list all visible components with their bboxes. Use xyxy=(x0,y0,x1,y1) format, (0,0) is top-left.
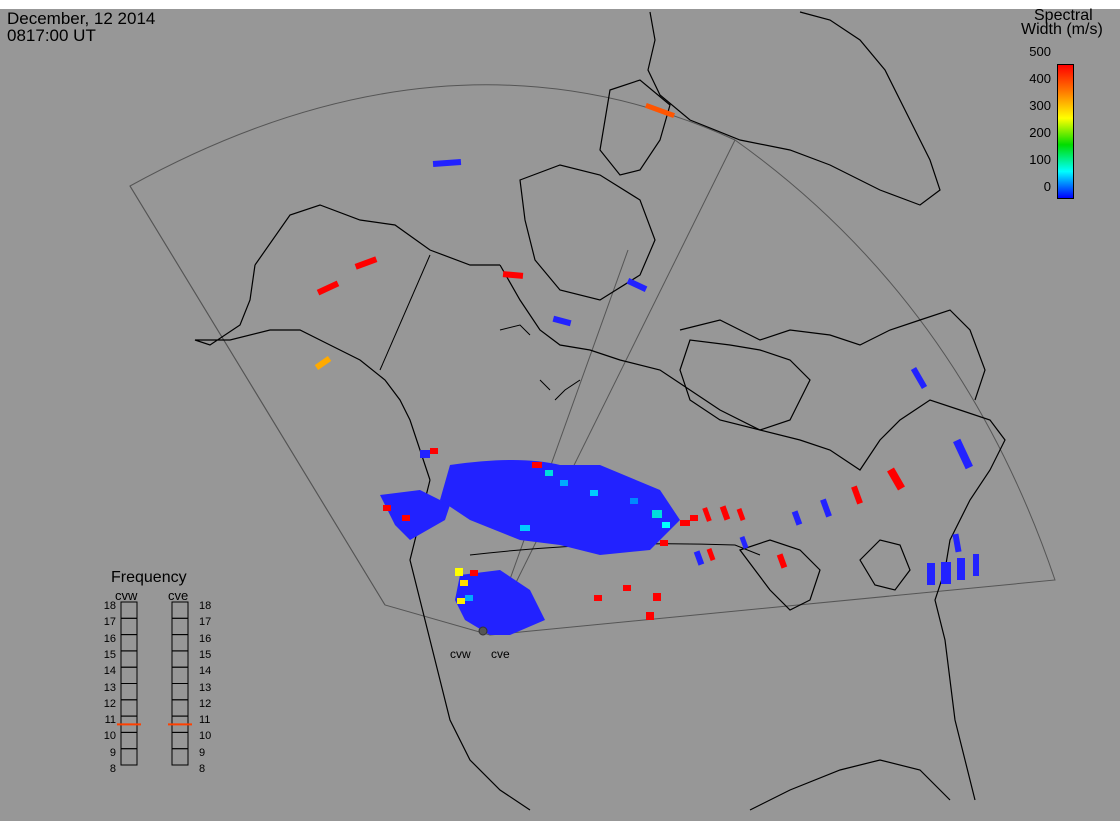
echo-cell xyxy=(736,508,746,521)
echo-cell xyxy=(719,505,731,521)
frequency-label-cve: cve xyxy=(168,588,189,603)
echo-cell xyxy=(706,548,716,561)
echo-cell xyxy=(791,510,803,526)
echo-cell xyxy=(693,550,705,566)
echo-cell xyxy=(851,485,863,505)
colorbar-tick: 100 xyxy=(1029,152,1051,167)
colorbar-tick: 300 xyxy=(1029,98,1051,113)
echo-cell xyxy=(680,520,690,526)
frequency-tick-right: 14 xyxy=(199,665,212,678)
frequency-tick-right: 17 xyxy=(199,616,212,629)
frequency-tick-left: 18 xyxy=(103,600,116,612)
echo-cell xyxy=(552,315,572,327)
echo-cell xyxy=(532,462,542,468)
western-radar-fov xyxy=(129,185,386,606)
echo-cell xyxy=(927,563,935,585)
map-svg xyxy=(129,11,1056,811)
radar-site-label-cve: cve xyxy=(491,647,510,661)
echo-cell xyxy=(887,467,905,491)
coastlines xyxy=(194,11,1006,811)
date-label: December, 12 2014 xyxy=(7,9,156,28)
radar-site-label-cvw: cvw xyxy=(450,647,471,661)
echo-cell xyxy=(430,448,438,454)
frequency-tick-right: 9 xyxy=(199,746,206,759)
frequency-title: Frequency xyxy=(111,569,187,586)
echo-region-north xyxy=(440,460,680,555)
echo-cell xyxy=(820,498,832,518)
echo-cell xyxy=(545,470,553,476)
echo-cell xyxy=(690,515,698,521)
frequency-tick-right: 8 xyxy=(199,763,206,775)
echo-cell xyxy=(739,536,749,549)
frequency-tick-left: 8 xyxy=(109,763,116,775)
echo-cell xyxy=(645,103,675,118)
colorbar-tick: 200 xyxy=(1029,125,1051,140)
echo-cell xyxy=(630,498,638,504)
echo-cell xyxy=(314,355,332,371)
frequency-tick-right: 11 xyxy=(199,714,211,727)
echo-region-west xyxy=(380,490,450,540)
colorbar-tick: 400 xyxy=(1029,71,1051,86)
echo-cell xyxy=(957,558,965,580)
echo-cell xyxy=(420,450,430,458)
radar-echoes xyxy=(380,460,680,635)
colorbar-gradient xyxy=(1057,64,1074,199)
echo-cell xyxy=(316,280,340,296)
colorbar-title-line1: Spectral xyxy=(1034,7,1093,24)
echo-cell xyxy=(354,256,378,270)
frequency-tick-right: 18 xyxy=(199,600,212,612)
frequency-tick-left: 14 xyxy=(103,665,116,678)
echo-region-south xyxy=(455,570,545,635)
echo-cell xyxy=(455,568,463,576)
time-label: 0817:00 UT xyxy=(7,26,96,45)
echo-cell xyxy=(662,522,670,528)
echo-cell xyxy=(432,159,462,167)
map-canvas: December, 12 2014 0817:00 UT Spectral Wi… xyxy=(0,7,1120,821)
echo-cell xyxy=(973,554,979,576)
beam-line-2 xyxy=(489,139,736,636)
frequency-tick-left: 15 xyxy=(103,648,116,661)
colorbar-tick: 0 xyxy=(1043,179,1051,194)
echo-cell xyxy=(653,593,661,601)
colorbar-title-line2: Width (m/s) xyxy=(1021,21,1103,38)
echo-cell xyxy=(594,595,602,601)
echo-cell xyxy=(623,585,631,591)
echo-cell xyxy=(402,515,410,521)
frequency-tick-right: 12 xyxy=(199,697,212,710)
frequency-tick-left: 13 xyxy=(103,681,116,694)
echo-cell xyxy=(470,570,478,576)
echo-cell xyxy=(702,507,712,522)
frequency-tick-right: 16 xyxy=(199,632,212,645)
frequency-tick-left: 9 xyxy=(109,746,116,759)
echo-cell xyxy=(460,580,468,586)
echo-cell xyxy=(660,540,668,546)
echo-cell xyxy=(590,490,598,496)
frequency-tick-left: 16 xyxy=(103,632,116,645)
beam-line-1 xyxy=(489,249,629,636)
echo-cell xyxy=(383,505,391,511)
frequency-tick-left: 10 xyxy=(103,730,116,743)
echo-cell xyxy=(941,562,951,584)
echo-cell xyxy=(502,271,524,279)
echo-cell xyxy=(646,612,654,620)
echo-cell xyxy=(952,533,962,553)
echo-cell xyxy=(652,510,662,518)
echo-cell xyxy=(520,525,530,531)
frequency-tick-left: 17 xyxy=(103,616,116,629)
frequency-label-cvw: cvw xyxy=(115,588,138,603)
echo-patches xyxy=(314,103,979,620)
frequency-tick-left: 11 xyxy=(104,714,116,727)
frequency-tick-left: 12 xyxy=(103,697,116,710)
echo-cell xyxy=(457,598,465,604)
echo-cell xyxy=(910,366,928,390)
echo-cell xyxy=(626,278,648,292)
echo-cell xyxy=(560,480,568,486)
frequency-tick-right: 13 xyxy=(199,681,212,694)
echo-cell xyxy=(953,438,973,470)
frequency-tick-right: 10 xyxy=(199,730,212,743)
frequency-tick-right: 15 xyxy=(199,648,212,661)
echo-cell xyxy=(776,553,788,569)
echo-cell xyxy=(465,595,473,601)
colorbar-tick: 500 xyxy=(1029,44,1051,59)
